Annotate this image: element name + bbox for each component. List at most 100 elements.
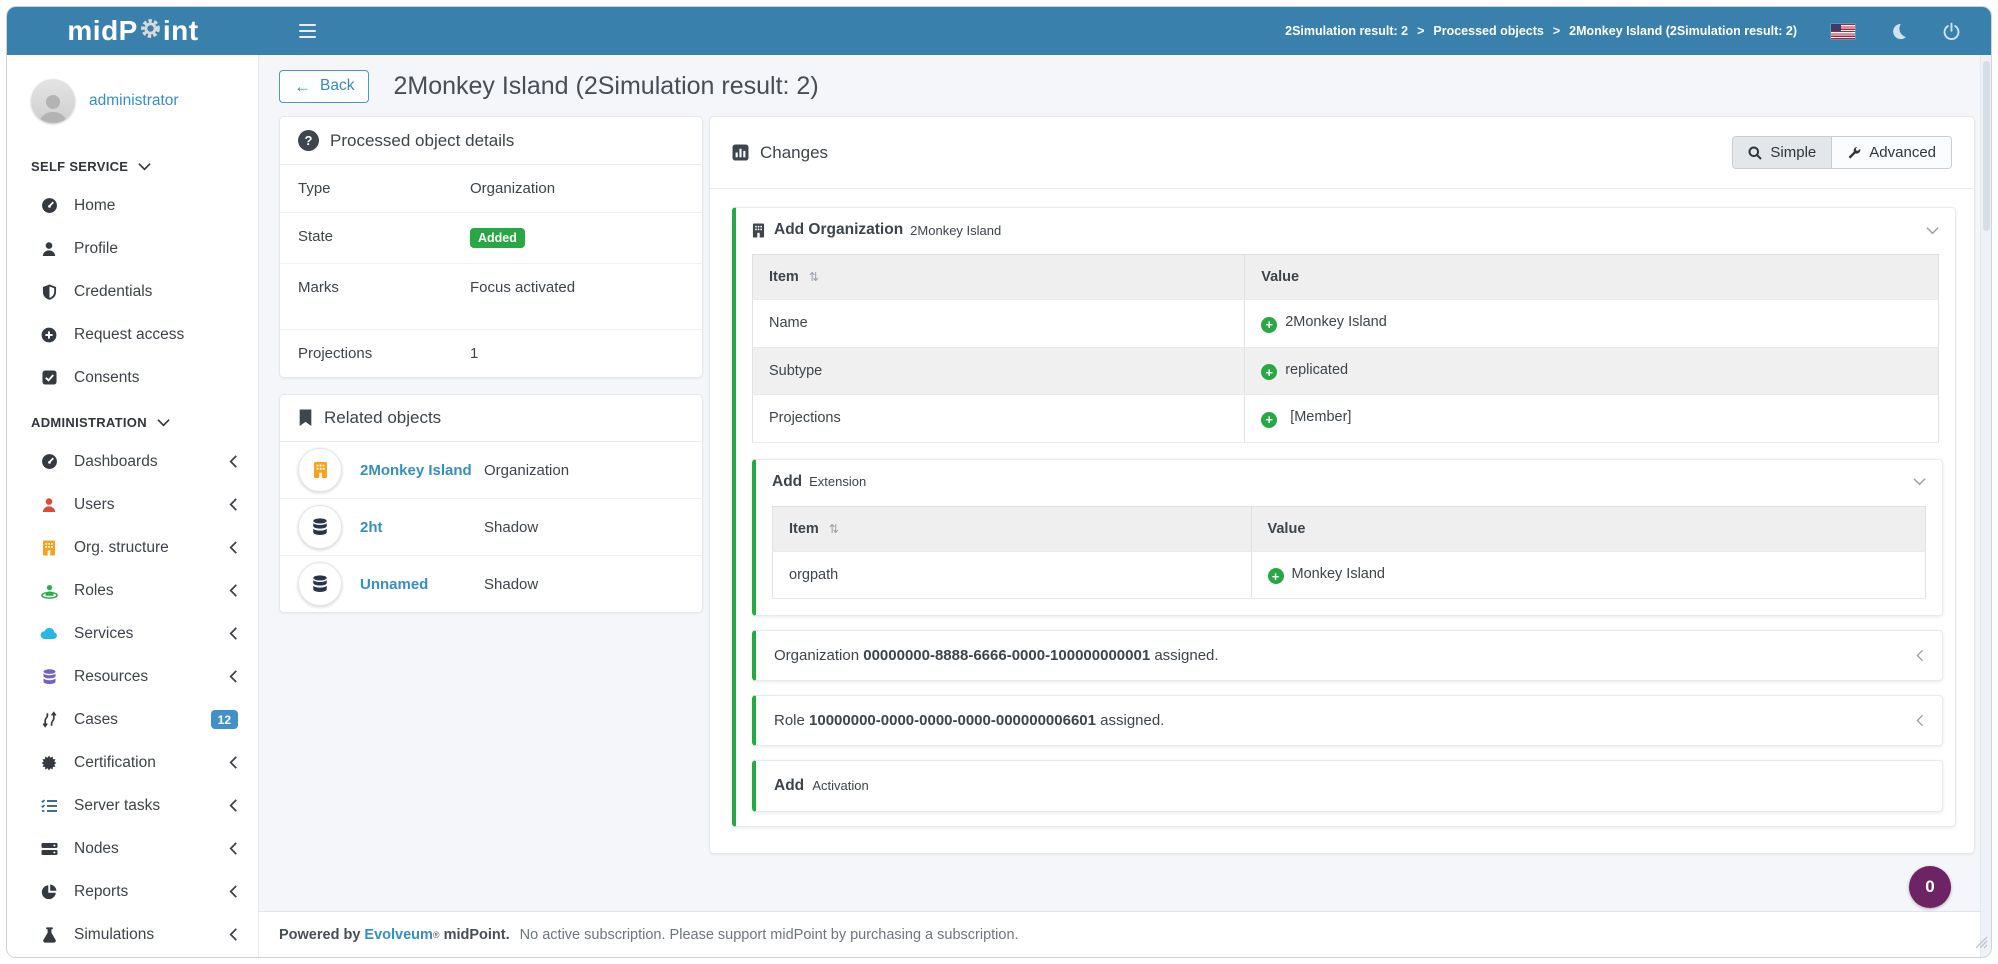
sidebar-item-label: Profile — [74, 239, 118, 257]
chevron-left-icon[interactable] — [1916, 714, 1924, 727]
sidebar-item-label: Home — [74, 196, 116, 214]
evolveum-link[interactable]: Evolveum — [364, 926, 433, 943]
chevron-left-icon — [229, 842, 238, 855]
item-column-header[interactable]: Item ⇅ — [772, 506, 1251, 552]
sidebar-item-home[interactable]: Home — [7, 184, 258, 227]
chevron-left-icon — [229, 756, 238, 769]
item-cell: orgpath — [772, 551, 1251, 599]
chevron-left-icon — [229, 498, 238, 511]
sidebar-item-consents[interactable]: Consents — [7, 356, 258, 399]
sidebar-item-resources[interactable]: Resources — [7, 655, 258, 698]
add-organization-card-header[interactable]: Add Organization 2Monkey Island — [736, 208, 1955, 252]
notification-counter-bubble[interactable]: 0 — [1909, 866, 1951, 908]
sidebar-item-nodes[interactable]: Nodes — [7, 827, 258, 870]
chevron-left-icon — [229, 928, 238, 941]
registered-mark: ® — [432, 929, 440, 940]
administration-label: ADMINISTRATION — [31, 415, 147, 430]
chevron-down-icon[interactable] — [1926, 226, 1939, 235]
sidebar-item-label: Cases — [74, 710, 118, 728]
sidebar-item-server-tasks[interactable]: Server tasks — [7, 784, 258, 827]
sidebar-item-request-access[interactable]: Request access — [7, 313, 258, 356]
assignment-prefix: Role — [774, 712, 805, 729]
sidebar-item-label: Users — [74, 495, 115, 513]
related-objects-panel: Related objects 2Monkey Island Organizat… — [279, 394, 703, 613]
back-button[interactable]: ← Back — [279, 70, 370, 103]
username-link[interactable]: administrator — [89, 92, 179, 109]
breadcrumb-separator: > — [1552, 24, 1561, 38]
add-activation-card[interactable]: Add Activation — [752, 760, 1943, 812]
sidebar-item-reports[interactable]: Reports — [7, 870, 258, 913]
changes-panel: Changes Simple Advanced — [709, 116, 1975, 854]
related-object-link[interactable]: 2Monkey Island — [360, 461, 472, 479]
sidebar-item-label: Credentials — [74, 282, 153, 300]
detail-row-marks: Marks Focus activated — [280, 264, 702, 330]
breadcrumb-current[interactable]: 2Monkey Island (2Simulation result: 2) — [1569, 24, 1797, 38]
sidebar-item-profile[interactable]: Profile — [7, 227, 258, 270]
value-cell: + [Member] — [1244, 394, 1939, 443]
detail-value: 1 — [470, 345, 479, 362]
sidebar-item-dashboards[interactable]: Dashboards — [7, 440, 258, 483]
chevron-down-icon[interactable] — [1913, 477, 1926, 486]
chevron-left-icon — [229, 670, 238, 683]
detail-row-state: State Added — [280, 213, 702, 264]
simple-view-button[interactable]: Simple — [1733, 137, 1833, 168]
sidebar-item-credentials[interactable]: Credentials — [7, 270, 258, 313]
sidebar-item-org-structure[interactable]: Org. structure — [7, 526, 258, 569]
advanced-view-button[interactable]: Advanced — [1832, 137, 1951, 168]
sidebar-item-roles[interactable]: Roles — [7, 569, 258, 612]
sidebar-toggle-hamburger-icon[interactable] — [293, 18, 322, 44]
scrollbar-thumb[interactable] — [1983, 61, 1990, 231]
page-title: 2Monkey Island (2Simulation result: 2) — [393, 72, 819, 100]
magnifier-icon — [1748, 146, 1763, 160]
resize-grip-icon[interactable] — [1972, 933, 1988, 954]
detail-label: Marks — [298, 279, 339, 296]
sidebar-item-label: Services — [74, 624, 134, 642]
related-object-link[interactable]: 2ht — [360, 518, 383, 536]
logo-text-left: midP — [67, 15, 138, 46]
sidebar-item-certification[interactable]: Certification — [7, 741, 258, 784]
item-column-header[interactable]: Item ⇅ — [752, 254, 1245, 300]
card-action-label: Add — [774, 777, 805, 794]
breadcrumb-simulation-result[interactable]: 2Simulation result: 2 — [1285, 24, 1409, 38]
organization-changes-table: Item ⇅ Value Name +2Monke — [752, 254, 1939, 443]
add-extension-card-header[interactable]: Add Extension — [756, 460, 1942, 504]
sidebar-item-label: Simulations — [74, 925, 155, 943]
card-action-label: Add — [772, 472, 803, 490]
sort-icon: ⇅ — [828, 521, 839, 536]
locale-flag-icon[interactable] — [1831, 23, 1855, 39]
breadcrumb-separator: > — [1417, 24, 1425, 38]
simple-label: Simple — [1770, 144, 1817, 161]
assignment-oid: 00000000-8888-6666-0000-100000000001 — [863, 647, 1151, 664]
sidebar-item-users[interactable]: Users — [7, 483, 258, 526]
shadow-database-icon — [298, 505, 342, 549]
cases-count-badge: 12 — [210, 710, 238, 729]
building-orange-icon — [39, 540, 59, 556]
related-object-link[interactable]: Unnamed — [360, 575, 429, 593]
card-type-label: Activation — [812, 778, 869, 793]
chevron-left-icon[interactable] — [1916, 649, 1924, 662]
sidebar-item-label: Request access — [74, 325, 185, 343]
extension-changes-table: Item ⇅ Value orgpath — [772, 505, 1926, 599]
sidebar-item-simulations[interactable]: Simulations — [7, 913, 258, 956]
section-administration[interactable]: ADMINISTRATION — [7, 399, 258, 440]
sidebar-item-label: Resources — [74, 667, 149, 685]
table-row: Subtype + replicated — [752, 347, 1939, 395]
dark-mode-moon-icon[interactable] — [1889, 22, 1908, 41]
sidebar-item-cases[interactable]: Cases 12 — [7, 698, 258, 741]
self-service-label: SELF SERVICE — [31, 159, 129, 174]
user-summary: administrator — [7, 75, 258, 143]
chevron-down-icon — [138, 163, 151, 171]
midpoint-logo[interactable]: midP int — [7, 15, 259, 47]
card-type-label: Extension — [809, 474, 867, 489]
chevron-left-icon — [229, 584, 238, 597]
page-scrollbar[interactable] — [1980, 55, 1991, 957]
assignment-suffix: assigned. — [1100, 712, 1165, 729]
sidebar-item-services[interactable]: Services — [7, 612, 258, 655]
user-avatar[interactable] — [31, 79, 75, 123]
card-object-name: 2Monkey Island — [910, 222, 1002, 238]
logout-power-icon[interactable] — [1942, 22, 1961, 41]
chevron-down-icon — [157, 419, 170, 427]
back-button-label: Back — [320, 77, 355, 94]
section-self-service[interactable]: SELF SERVICE — [7, 143, 258, 184]
breadcrumb-processed-objects[interactable]: Processed objects — [1433, 24, 1544, 38]
